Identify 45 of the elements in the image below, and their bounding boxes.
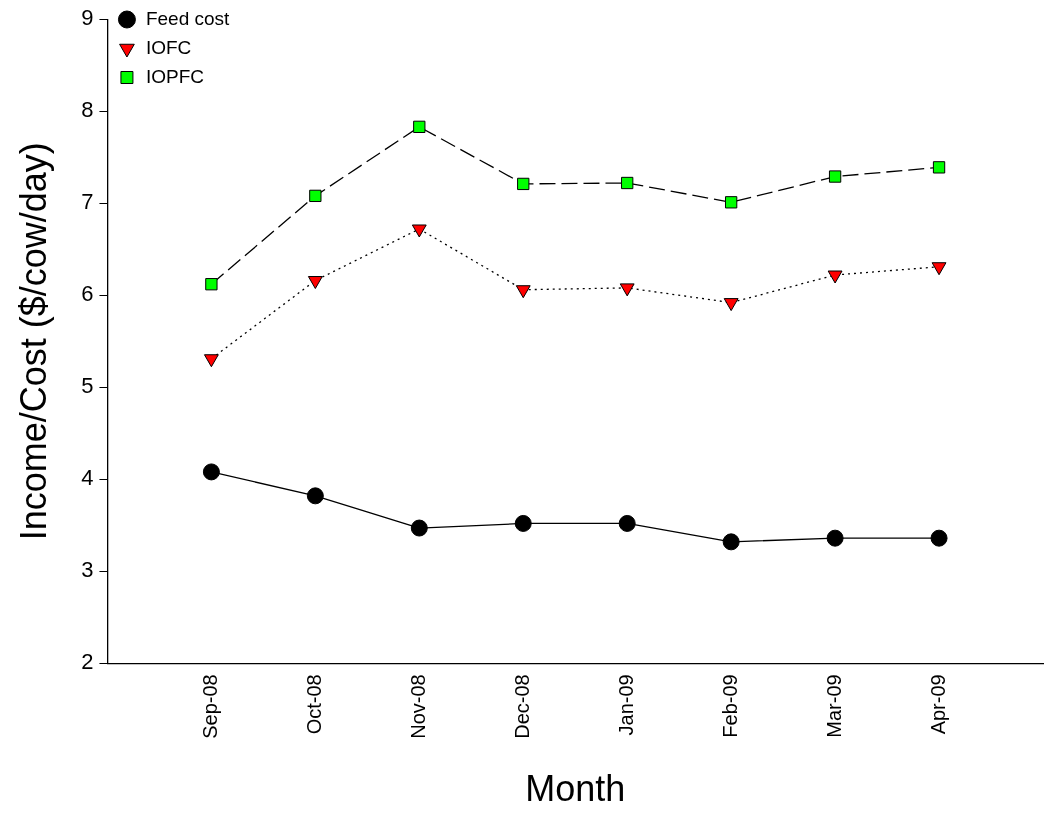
y-axis-title: Income/Cost ($/cow/day) xyxy=(12,142,54,541)
y-tick-label: 7 xyxy=(81,189,94,215)
x-tick-label: Feb-09 xyxy=(718,674,741,738)
legend-label: Feed cost xyxy=(145,7,231,29)
point xyxy=(515,285,531,299)
x-axis-title: Month xyxy=(525,768,626,810)
point xyxy=(307,276,323,290)
point xyxy=(413,120,426,134)
point xyxy=(619,283,635,297)
point xyxy=(203,354,219,368)
point xyxy=(618,514,636,532)
point xyxy=(931,262,947,276)
point xyxy=(932,161,946,174)
point xyxy=(826,529,844,547)
y-tick-label: 6 xyxy=(81,281,94,307)
x-tick-label: Sep-08 xyxy=(198,674,221,739)
x-tick-label: Jan-09 xyxy=(614,674,637,736)
point xyxy=(514,514,532,532)
point xyxy=(723,298,739,312)
point xyxy=(309,189,322,203)
legend-label: IOPFC xyxy=(145,65,204,87)
point xyxy=(205,278,218,291)
point xyxy=(411,224,427,238)
x-tick-label: Mar-09 xyxy=(822,674,845,738)
point xyxy=(827,270,843,284)
point xyxy=(722,533,740,551)
y-tick-label: 8 xyxy=(81,97,94,123)
y-tick-label: 4 xyxy=(81,465,94,491)
point xyxy=(202,463,220,481)
point xyxy=(621,176,634,190)
point xyxy=(930,529,948,547)
point xyxy=(724,196,738,209)
y-tick-label: 2 xyxy=(81,649,94,675)
point xyxy=(517,177,530,191)
x-tick-label: Dec-08 xyxy=(510,674,533,739)
legend-label: IOFC xyxy=(145,36,192,58)
x-tick-label: Apr-09 xyxy=(926,674,949,735)
point xyxy=(410,519,428,537)
point xyxy=(306,487,324,505)
x-tick-label: Nov-08 xyxy=(406,674,429,739)
y-tick-label: 9 xyxy=(81,5,94,31)
x-tick-label: Oct-08 xyxy=(302,674,325,735)
y-tick-label: 5 xyxy=(81,373,94,399)
point xyxy=(828,170,842,183)
y-tick-label: 3 xyxy=(81,557,94,583)
